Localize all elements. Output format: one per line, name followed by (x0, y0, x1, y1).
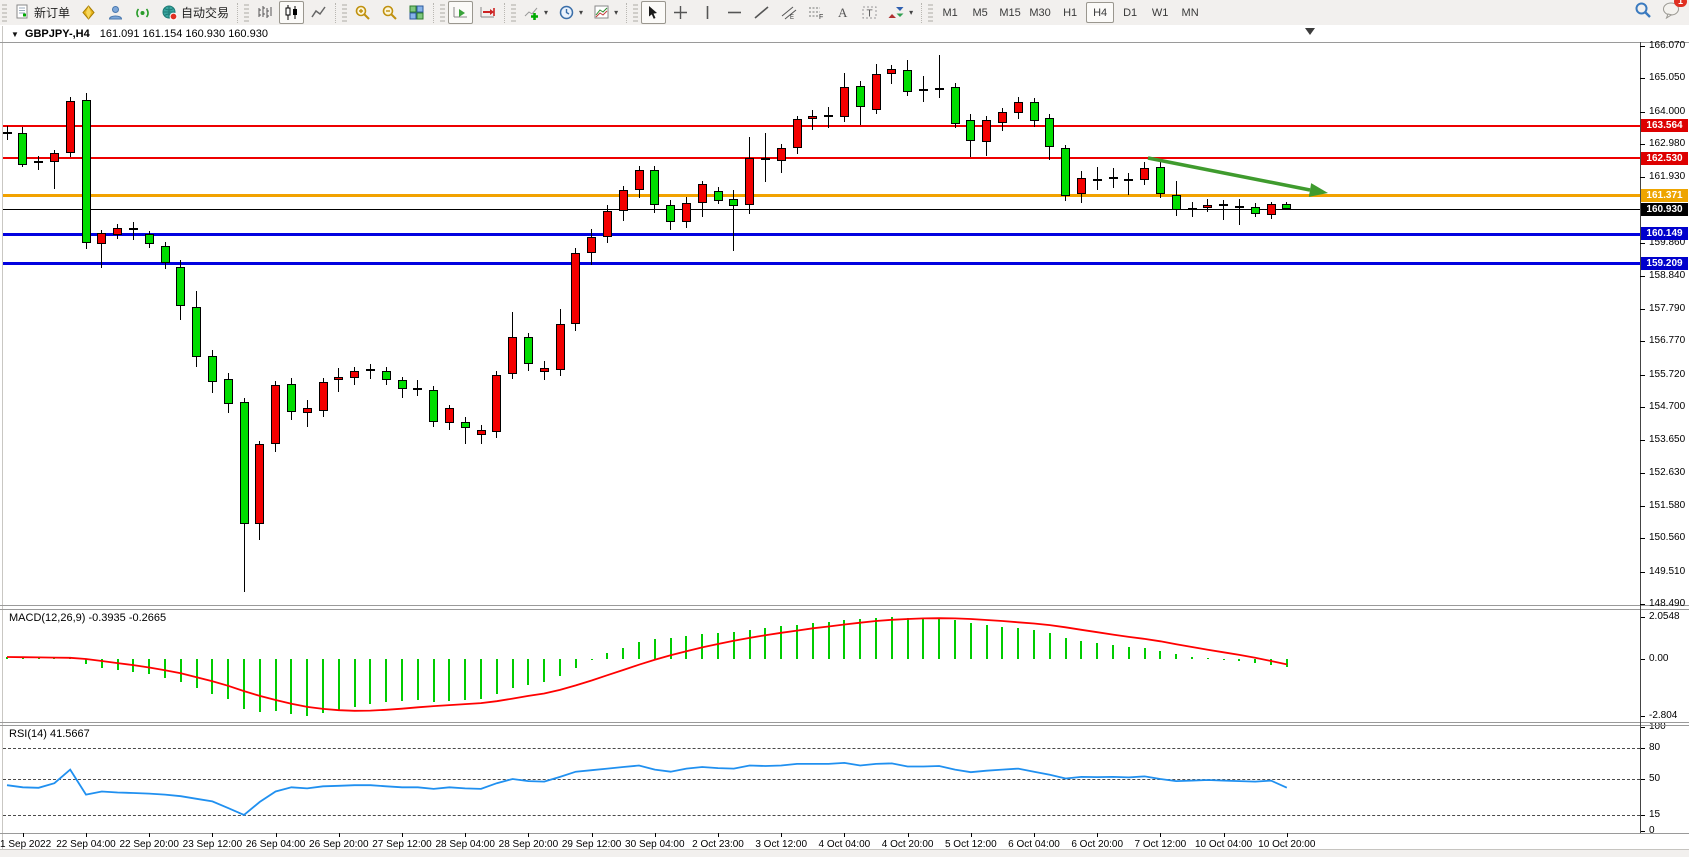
timeframe-button-h4[interactable]: H4 (1086, 2, 1115, 23)
timeframe-button-w1[interactable]: W1 (1151, 6, 1169, 19)
channel-button[interactable]: E (776, 1, 801, 24)
fibonacci-button[interactable]: F (803, 1, 828, 24)
tiles-icon (408, 4, 425, 21)
crosshair-icon (672, 4, 689, 21)
svg-text:F: F (819, 14, 823, 21)
new-order-button[interactable]: 新订单 (10, 1, 74, 24)
chart-symbol-period: GBPJPY-,H4 (24, 28, 90, 40)
toolbar-separator (433, 2, 435, 23)
search-button[interactable] (1634, 1, 1652, 24)
zoom-in-icon (354, 4, 371, 21)
notifications-button[interactable]: 1 (1662, 0, 1687, 24)
signal-icon (134, 4, 151, 21)
timeframe-button-m5[interactable]: M5 (972, 6, 988, 19)
autoscroll-icon (452, 4, 469, 21)
notification-badge: 1 (1673, 0, 1687, 7)
fibo-icon: F (807, 4, 824, 21)
clock-icon (558, 4, 575, 21)
chevron-down-icon[interactable]: ▼ (11, 29, 19, 39)
toolbar-grip[interactable] (633, 3, 639, 22)
toolbar-separator (921, 2, 923, 23)
signals-button[interactable] (130, 1, 155, 24)
vline-icon (699, 4, 716, 21)
line-chart-button[interactable] (306, 1, 331, 24)
trendline-icon (753, 4, 770, 21)
chart-ohlc-values: 161.091 161.154 160.930 160.930 (99, 28, 268, 40)
magnifier-icon (1634, 2, 1652, 23)
toolbar-grip[interactable] (244, 3, 250, 22)
window-bottom-strip (0, 849, 1689, 857)
dropdown-arrow-icon[interactable]: ▾ (614, 8, 619, 17)
indicator-plus-icon (523, 4, 540, 21)
text-button[interactable]: A (830, 1, 855, 24)
timeframe-button-m15[interactable]: M15 (999, 6, 1021, 19)
label-icon: T (861, 4, 878, 21)
person-icon (107, 4, 124, 21)
cursor-icon (645, 4, 662, 21)
template-icon (593, 4, 610, 21)
crosshair-button[interactable] (668, 1, 693, 24)
timeframe-button-h1[interactable]: H1 (1063, 6, 1078, 19)
zoom-out-icon (381, 4, 398, 21)
candles-chart-button[interactable] (279, 1, 305, 24)
bars-chart-button[interactable] (252, 1, 277, 24)
toolbar: 新订单 自动交易 ▾ ▾ ▾ E F A T ▾ M1 M5 M15 M30 H1 H4 D1 W1 MN 1 (0, 0, 1689, 26)
gem-icon (80, 4, 97, 21)
text-icon: A (834, 4, 851, 21)
hline-icon (726, 4, 743, 21)
svg-text:T: T (867, 9, 873, 20)
auto-scroll-button[interactable] (448, 1, 474, 24)
channel-icon: E (780, 4, 797, 21)
toolbar-grip[interactable] (2, 3, 7, 22)
periods-button[interactable]: ▾ (554, 1, 587, 24)
svg-text:E: E (790, 15, 794, 21)
chart-window[interactable]: ▼ GBPJPY-,H4 161.091 161.154 160.930 160… (0, 25, 1689, 849)
tile-windows-button[interactable] (404, 1, 429, 24)
dropdown-arrow-icon[interactable]: ▾ (544, 8, 549, 17)
timeframe-button-mn[interactable]: MN (1181, 6, 1199, 19)
zoom-out-button[interactable] (377, 1, 402, 24)
toolbar-grip[interactable] (342, 3, 348, 22)
bubble-icon (1662, 2, 1681, 23)
bars-icon (256, 4, 273, 21)
hline-button[interactable] (722, 1, 747, 24)
toolbar-grip[interactable] (440, 3, 446, 22)
chart-title-bar[interactable]: ▼ GBPJPY-,H4 161.091 161.154 160.930 160… (3, 26, 1686, 43)
candles-icon (283, 4, 300, 21)
toolbar-grip[interactable] (511, 3, 517, 22)
dropdown-arrow-icon[interactable]: ▾ (909, 8, 914, 17)
chartshift-icon (479, 4, 496, 21)
new-order-button-label: 新订单 (34, 6, 71, 20)
community-button[interactable] (103, 1, 128, 24)
autotrading-button-label: 自动交易 (181, 6, 230, 20)
cursor-button[interactable] (641, 1, 667, 24)
timeframe-button-d1[interactable]: D1 (1123, 6, 1138, 19)
doc-plus-icon (14, 4, 31, 21)
vline-button[interactable] (695, 1, 720, 24)
timeframe-button-m1[interactable]: M1 (942, 6, 958, 19)
svg-text:A: A (838, 5, 848, 20)
toolbar-separator (504, 2, 506, 23)
timeframe-button-m30[interactable]: M30 (1029, 6, 1051, 19)
indicators-button[interactable]: ▾ (519, 1, 552, 24)
autotrading-button[interactable]: 自动交易 (157, 1, 233, 24)
label-button[interactable]: T (857, 1, 882, 24)
dropdown-arrow-icon[interactable]: ▾ (579, 8, 584, 17)
toolbar-separator (626, 2, 628, 23)
window-left-edge (2, 26, 3, 850)
toolbar-grip[interactable] (928, 3, 934, 22)
chart-shift-button[interactable] (475, 1, 500, 24)
trendline-button[interactable] (749, 1, 774, 24)
templates-button[interactable]: ▾ (589, 1, 622, 24)
shapes-icon (888, 4, 905, 21)
toolbar-separator (335, 2, 337, 23)
chart-shift-marker[interactable] (1305, 28, 1315, 35)
globe-red-icon (161, 4, 178, 21)
linechart-icon (310, 4, 327, 21)
shapes-button[interactable]: ▾ (884, 1, 917, 24)
toolbar-separator (237, 2, 239, 23)
metaquotes-button[interactable] (76, 1, 101, 24)
zoom-in-button[interactable] (350, 1, 375, 24)
